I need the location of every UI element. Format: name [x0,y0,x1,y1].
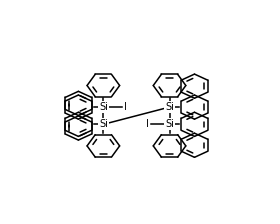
Text: Si: Si [165,102,174,112]
Text: I: I [123,102,126,112]
Text: I: I [146,119,149,129]
Text: Si: Si [99,119,108,129]
Text: Si: Si [99,102,108,112]
Text: Si: Si [165,119,174,129]
